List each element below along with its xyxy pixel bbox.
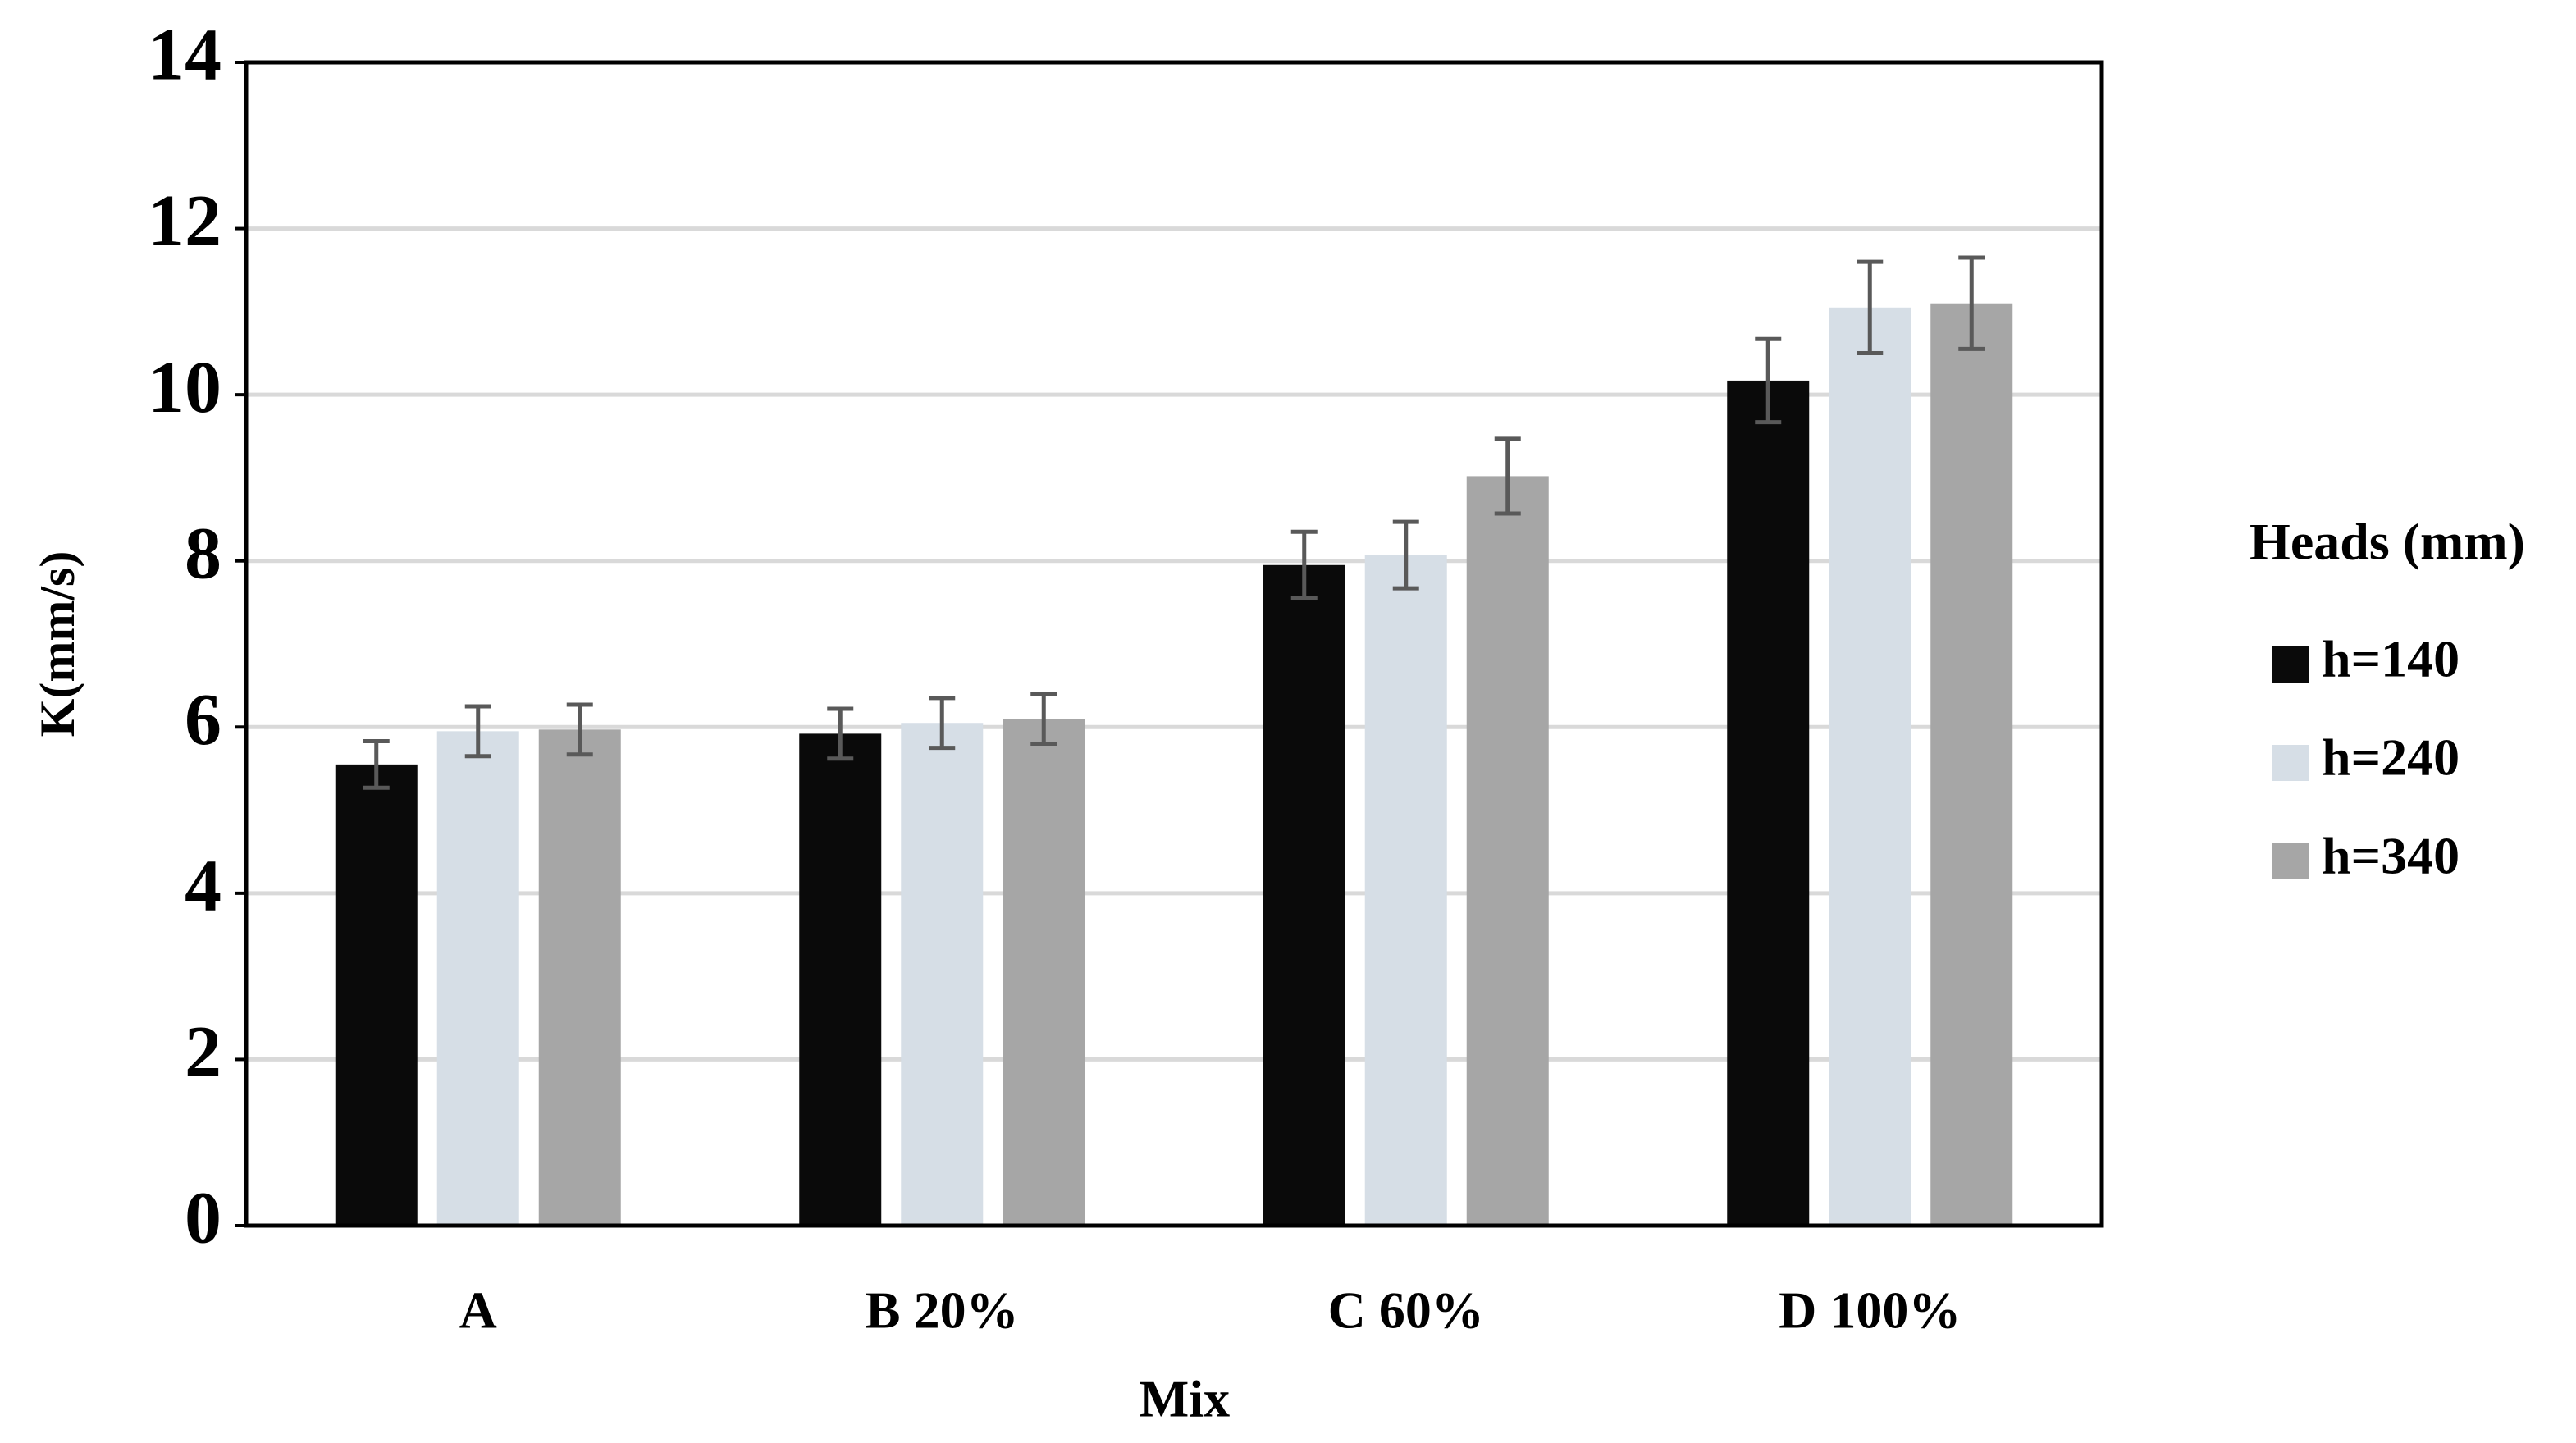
x-tick-label: D 100%: [1779, 1281, 1961, 1340]
error-bar: [929, 696, 956, 751]
legend-label: h=140: [2322, 630, 2460, 688]
legend-label: h=340: [2322, 827, 2460, 885]
error-bar: [1755, 336, 1782, 425]
y-tick-label: 14: [148, 15, 222, 96]
x-tick-label: B 20%: [866, 1281, 1019, 1340]
legend-swatch: [2272, 843, 2309, 879]
bar: [436, 731, 519, 1226]
error-bar: [1030, 692, 1057, 747]
bar: [538, 729, 621, 1226]
error-bar: [1857, 259, 1884, 355]
bar: [1930, 303, 2013, 1226]
bar: [1829, 307, 1911, 1226]
x-tick-label: A: [459, 1281, 497, 1340]
legend-title: Heads (mm): [2249, 513, 2525, 571]
x-tick-label: C 60%: [1328, 1281, 1484, 1340]
legend-swatch: [2272, 745, 2309, 781]
bar: [901, 723, 984, 1226]
y-tick-label: 10: [148, 347, 222, 428]
bar: [1466, 476, 1549, 1226]
bar: [335, 764, 418, 1226]
error-bar: [1392, 519, 1419, 591]
y-tick-label: 2: [185, 1011, 222, 1093]
y-tick-label: 12: [148, 180, 222, 262]
error-bar: [566, 702, 593, 757]
y-tick-label: 0: [185, 1178, 222, 1259]
y-tick-label: 8: [185, 513, 222, 594]
bar: [1727, 380, 1810, 1226]
legend-label: h=240: [2322, 728, 2460, 787]
bar: [799, 733, 882, 1226]
bar: [1263, 564, 1345, 1226]
y-axis-title: K(mm/s): [30, 551, 84, 737]
error-bar: [1494, 436, 1521, 516]
error-bar: [464, 704, 491, 759]
bar: [1364, 555, 1447, 1226]
error-bar: [1290, 529, 1318, 600]
y-tick-label: 6: [185, 679, 222, 760]
error-bar: [827, 706, 854, 761]
bar: [1003, 719, 1085, 1226]
x-axis-title: Mix: [1140, 1370, 1230, 1428]
error-bar: [363, 739, 390, 790]
error-bar: [1958, 255, 1985, 351]
plot-frame: [244, 60, 2104, 1228]
y-tick-label: 4: [185, 846, 222, 927]
legend-swatch: [2272, 646, 2309, 683]
